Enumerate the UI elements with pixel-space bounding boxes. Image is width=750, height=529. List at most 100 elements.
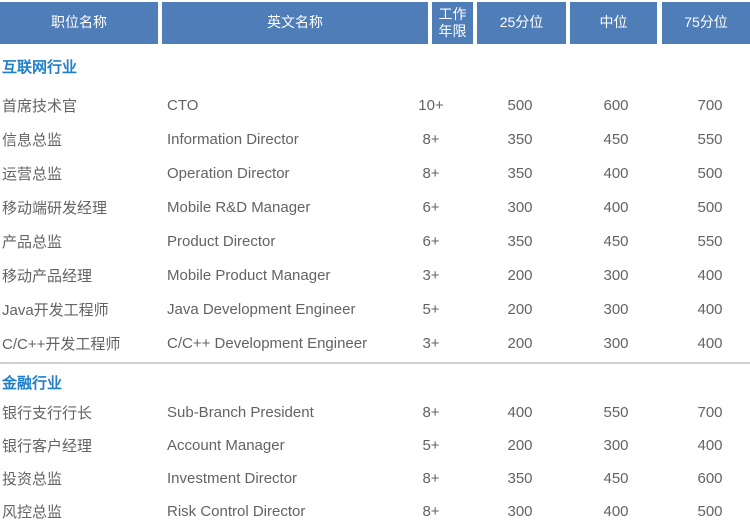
work-years-cell: 5+ [422, 300, 440, 318]
english-name-cell: C/C++ Development Engineer [167, 334, 368, 352]
section-rows: 首席技术官 CTO 10+ 500 600 700 信息总监 Informati… [0, 88, 750, 360]
column-header-position-name: 职位名称 [0, 2, 158, 44]
work-years-cell: 8+ [422, 470, 440, 487]
english-name-cell: CTO [167, 96, 199, 114]
section-title: 金融行业 [2, 374, 63, 392]
p75-cell: 700 [697, 404, 723, 421]
position-name-cell: 银行客户经理 [2, 438, 93, 455]
position-name-cell: 首席技术官 [2, 97, 78, 115]
english-name-cell: Operation Director [167, 164, 290, 182]
column-header-75th-percentile: 75分位 [662, 2, 750, 44]
p75-cell: 700 [697, 96, 723, 114]
work-years-cell: 6+ [422, 198, 440, 216]
median-cell: 300 [603, 334, 629, 352]
table-row: 信息总监 Information Director 8+ 350 450 550 [0, 122, 750, 156]
p75-cell: 400 [697, 334, 723, 352]
table-row: 首席技术官 CTO 10+ 500 600 700 [0, 88, 750, 122]
p75-cell: 550 [697, 232, 723, 250]
english-name-cell: Mobile Product Manager [167, 266, 331, 284]
position-name-cell: C/C++开发工程师 [2, 335, 121, 353]
p25-cell: 500 [507, 96, 533, 114]
table-row: 产品总监 Product Director 6+ 350 450 550 [0, 224, 750, 258]
english-name-cell: Account Manager [167, 437, 285, 454]
work-years-cell: 3+ [422, 266, 440, 284]
position-name-cell: 投资总监 [2, 471, 63, 488]
p25-cell: 400 [507, 404, 533, 421]
table-row: 银行客户经理 Account Manager 5+ 200 300 400 [0, 429, 750, 462]
p75-cell: 500 [697, 164, 723, 182]
median-cell: 450 [603, 470, 629, 487]
position-name-cell: 移动产品经理 [2, 267, 93, 285]
p25-cell: 300 [507, 198, 533, 216]
median-cell: 450 [603, 232, 629, 250]
position-name-cell: 风控总监 [2, 504, 63, 521]
p25-cell: 300 [507, 503, 533, 520]
section-title: 互联网行业 [2, 58, 78, 76]
column-header-work-years: 工作年限 [432, 2, 473, 44]
median-cell: 300 [603, 437, 629, 454]
section-rows: 银行支行行长 Sub-Branch President 8+ 400 550 7… [0, 396, 750, 528]
english-name-cell: Investment Director [167, 470, 298, 487]
median-cell: 550 [603, 404, 629, 421]
p25-cell: 350 [507, 130, 533, 148]
p75-cell: 500 [697, 198, 723, 216]
median-cell: 400 [603, 164, 629, 182]
p25-cell: 200 [507, 266, 533, 284]
median-cell: 400 [603, 198, 629, 216]
work-years-cell: 8+ [422, 130, 440, 148]
work-years-cell: 8+ [422, 404, 440, 421]
work-years-cell: 3+ [422, 334, 440, 352]
p25-cell: 350 [507, 470, 533, 487]
english-name-cell: Mobile R&D Manager [167, 198, 311, 216]
table-row: 运营总监 Operation Director 8+ 350 400 500 [0, 156, 750, 190]
p75-cell: 550 [697, 130, 723, 148]
industry-section-2: 金融行业 银行支行行长 Sub-Branch President 8+ 400 … [0, 368, 750, 528]
median-cell: 450 [603, 130, 629, 148]
p75-cell: 400 [697, 300, 723, 318]
industry-section-1: 互联网行业 首席技术官 CTO 10+ 500 600 700 信息总监 Inf… [0, 52, 750, 364]
position-name-cell: 产品总监 [2, 233, 63, 251]
p75-cell: 400 [697, 266, 723, 284]
p25-cell: 200 [507, 300, 533, 318]
english-name-cell: Sub-Branch President [167, 404, 314, 421]
median-cell: 400 [603, 503, 629, 520]
table-row: 投资总监 Investment Director 8+ 350 450 600 [0, 462, 750, 495]
work-years-cell: 8+ [422, 503, 440, 520]
table-row: 移动端研发经理 Mobile R&D Manager 6+ 300 400 50… [0, 190, 750, 224]
english-name-cell: Java Development Engineer [167, 300, 356, 318]
position-name-cell: Java开发工程师 [2, 301, 109, 319]
position-name-cell: 运营总监 [2, 165, 63, 183]
work-years-cell: 6+ [422, 232, 440, 250]
position-name-cell: 移动端研发经理 [2, 199, 108, 217]
table-row: 移动产品经理 Mobile Product Manager 3+ 200 300… [0, 258, 750, 292]
work-years-cell: 8+ [422, 164, 440, 182]
table-row: Java开发工程师 Java Development Engineer 5+ 2… [0, 292, 750, 326]
table-row: 风控总监 Risk Control Director 8+ 300 400 50… [0, 495, 750, 528]
table-row: C/C++开发工程师 C/C++ Development Engineer 3+… [0, 326, 750, 360]
median-cell: 300 [603, 300, 629, 318]
work-years-cell: 10+ [418, 96, 444, 114]
work-years-cell: 5+ [422, 437, 440, 454]
p25-cell: 200 [507, 437, 533, 454]
english-name-cell: Risk Control Director [167, 503, 306, 520]
position-name-cell: 银行支行行长 [2, 405, 93, 422]
p75-cell: 600 [697, 470, 723, 487]
median-cell: 300 [603, 266, 629, 284]
column-header-median: 中位 [570, 2, 657, 44]
p75-cell: 400 [697, 437, 723, 454]
p25-cell: 350 [507, 232, 533, 250]
column-header-english-name: 英文名称 [162, 2, 428, 44]
table-body: 互联网行业 首席技术官 CTO 10+ 500 600 700 信息总监 Inf… [0, 52, 750, 528]
p25-cell: 350 [507, 164, 533, 182]
p75-cell: 500 [697, 503, 723, 520]
position-name-cell: 信息总监 [2, 131, 63, 149]
section-divider [0, 362, 750, 364]
column-header-25th-percentile: 25分位 [477, 2, 566, 44]
table-header-row: 职位名称 英文名称 工作年限 25分位 中位 75分位 [0, 2, 750, 44]
english-name-cell: Product Director [167, 232, 276, 250]
table-row: 银行支行行长 Sub-Branch President 8+ 400 550 7… [0, 396, 750, 429]
english-name-cell: Information Director [167, 130, 299, 148]
p25-cell: 200 [507, 334, 533, 352]
median-cell: 600 [603, 96, 629, 114]
